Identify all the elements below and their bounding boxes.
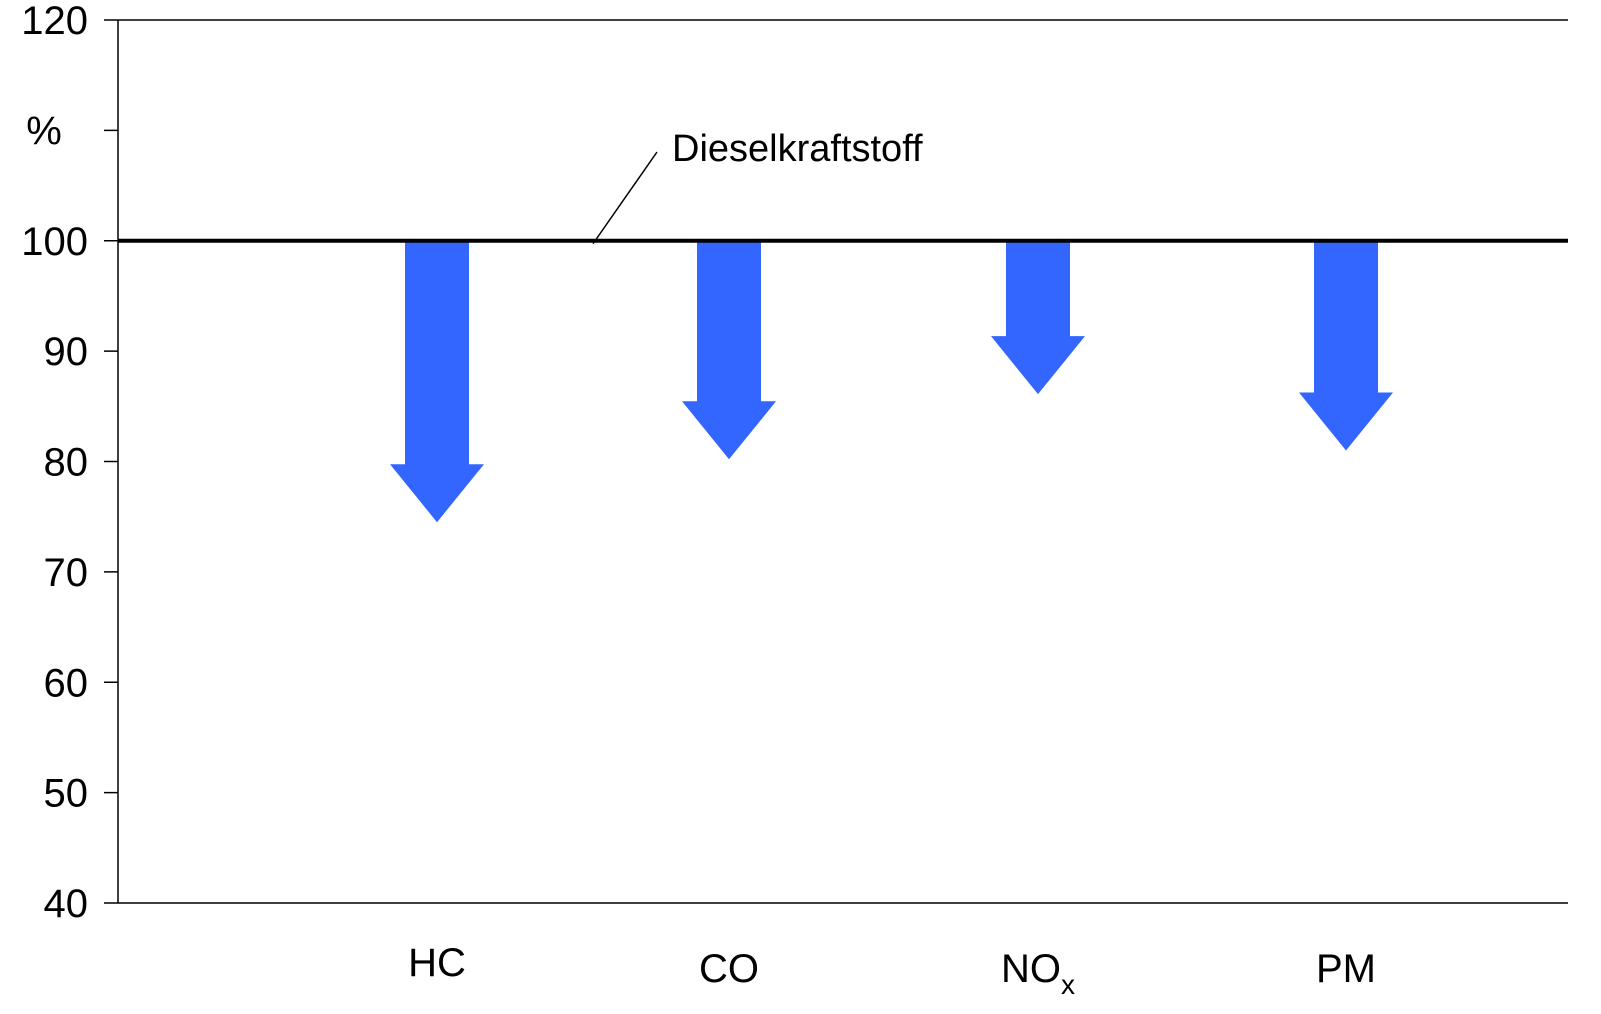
x-category-label: CO bbox=[699, 947, 759, 991]
y-tick-label: 50 bbox=[44, 772, 89, 816]
y-tick-label: 70 bbox=[44, 551, 89, 595]
reduction-arrow bbox=[991, 240, 1085, 395]
y-tick-label: 120 bbox=[21, 0, 88, 43]
y-tick-label: 100 bbox=[21, 220, 88, 264]
x-axis-categories: HC CO NOx PM bbox=[408, 941, 1376, 1000]
y-tick-label: 80 bbox=[44, 441, 89, 485]
baseline-label: Dieselkraftstoff bbox=[672, 128, 923, 170]
y-tick-label: 90 bbox=[44, 330, 89, 374]
y-axis-ticks: 40 50 60 70 80 90 100 120 bbox=[21, 0, 118, 926]
y-tick-label: 40 bbox=[44, 882, 89, 926]
x-category-label: NOx bbox=[1001, 947, 1075, 1000]
reduction-arrows bbox=[390, 240, 1393, 523]
reduction-arrow bbox=[1299, 240, 1393, 451]
y-tick-label: 60 bbox=[44, 661, 89, 705]
reduction-arrow bbox=[682, 240, 776, 460]
baseline-leader-line bbox=[592, 151, 658, 245]
x-category-label: HC bbox=[408, 941, 466, 985]
x-category-label: PM bbox=[1316, 947, 1376, 991]
reduction-arrow bbox=[390, 240, 484, 523]
y-axis-label: % bbox=[26, 109, 62, 153]
